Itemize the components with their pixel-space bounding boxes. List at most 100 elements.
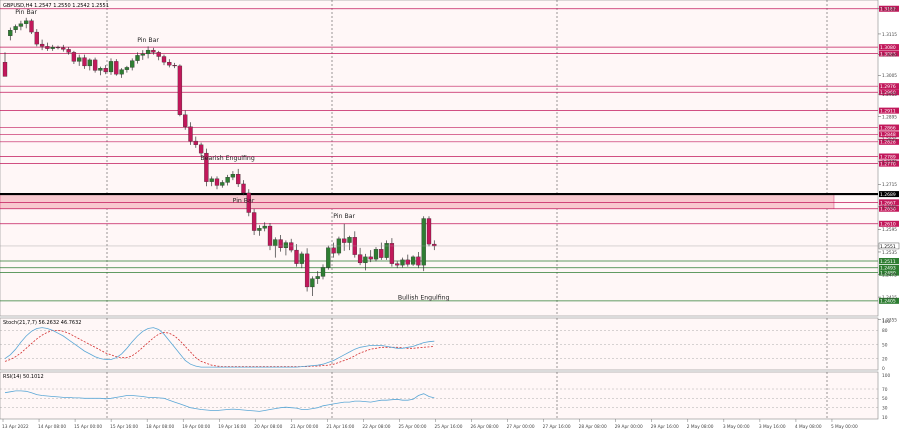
level-price-tag <box>879 160 899 167</box>
indicator-tick-label: 100 <box>882 373 890 379</box>
pattern-annotation: Pin Bar <box>333 213 355 220</box>
level-price-label: 1.2960 <box>880 90 896 96</box>
level-price-label: 1.2770 <box>880 162 896 168</box>
bullish-candle <box>230 174 236 178</box>
bearish-candle <box>389 243 395 264</box>
level-price-label: 1.2689 <box>880 192 896 198</box>
time-tick-label: 19 Apr 16:00 <box>218 424 246 430</box>
level-price-label: 1.2911 <box>880 109 896 115</box>
bearish-candle <box>167 61 172 66</box>
time-tick-label: 29 Apr 16:00 <box>651 424 679 430</box>
current-price-label: 1.2551 <box>880 244 896 250</box>
bullish-candle <box>8 30 13 36</box>
level-price-tag <box>879 205 899 212</box>
price-tick-label: 1.3182 <box>882 7 897 13</box>
bearish-candle <box>66 49 71 53</box>
level-price-label: 1.2848 <box>880 132 896 138</box>
bullish-candle <box>257 228 262 231</box>
bullish-candle <box>347 237 352 243</box>
bearish-candle <box>405 259 410 265</box>
level-price-label: 1.3080 <box>880 45 896 51</box>
bearish-candle <box>204 152 209 182</box>
bearish-candle <box>246 192 251 213</box>
level-price-tag <box>879 257 899 264</box>
price-tick-label: 1.2655 <box>882 205 897 211</box>
indicator-tick-label: 50 <box>882 342 888 348</box>
level-price-tag <box>879 89 899 96</box>
bearish-candle <box>82 57 87 67</box>
bearish-candle <box>188 126 193 142</box>
bearish-candle <box>236 174 241 185</box>
level-price-tag <box>879 153 899 160</box>
price-tick-label: 1.2895 <box>882 114 897 120</box>
time-tick-label: 5 May 00:00 <box>831 424 858 430</box>
pattern-annotation: Pin Bar <box>15 9 37 16</box>
price-tick-label: 1.3060 <box>882 52 897 58</box>
level-price-tag <box>879 131 899 138</box>
pattern-annotation: Pin Bar <box>137 37 159 44</box>
level-price-label: 1.3182 <box>880 7 896 13</box>
bullish-candle <box>363 256 368 264</box>
bearish-candle <box>357 254 363 264</box>
level-price-tag <box>879 44 899 51</box>
bullish-candle <box>310 278 315 288</box>
bearish-candle <box>29 20 34 33</box>
indicator-tick-label: 20 <box>882 356 888 362</box>
bearish-candle <box>426 218 432 245</box>
time-tick-label: 27 Apr 00:00 <box>507 424 535 430</box>
bullish-candle <box>119 69 124 75</box>
level-price-tag <box>879 297 899 304</box>
level-price-tag <box>879 191 899 198</box>
bearish-candle <box>395 263 400 266</box>
bearish-candle <box>151 49 156 53</box>
bullish-candle <box>384 243 389 258</box>
bullish-candle <box>400 259 405 266</box>
level-price-tag <box>879 220 899 227</box>
bearish-candle <box>39 43 45 47</box>
level-price-label: 1.2828 <box>880 140 896 146</box>
bearish-candle <box>114 61 119 75</box>
time-tick-label: 3 May 00:00 <box>723 424 750 430</box>
indicator-tick-label: 30 <box>882 405 888 411</box>
price-tick-label: 1.2475 <box>882 272 897 278</box>
time-tick-label: 26 Apr 08:00 <box>471 424 499 430</box>
price-tick-label: 1.2775 <box>882 160 897 166</box>
pattern-annotation: Bullish Engulfing <box>398 295 450 302</box>
bullish-candle <box>124 67 130 70</box>
bullish-candle <box>108 61 114 73</box>
time-tick-label: 18 Apr 08:00 <box>146 424 174 430</box>
bearish-candle <box>183 114 188 127</box>
price-tick-label: 1.3115 <box>882 32 897 38</box>
bearish-candle <box>278 239 283 248</box>
bearish-candle <box>331 247 336 254</box>
bearish-candle <box>156 52 161 57</box>
bearish-candle <box>177 65 183 115</box>
level-price-label: 1.2667 <box>880 200 896 206</box>
bearish-candle <box>368 256 373 260</box>
bearish-candle <box>55 46 61 49</box>
bearish-candle <box>2 61 8 77</box>
bullish-candle <box>373 249 379 260</box>
price-tick-label: 1.2535 <box>882 250 897 256</box>
bearish-candle <box>61 47 66 50</box>
rsi-header: RSI(14) 50.1012 <box>3 374 44 380</box>
time-tick-label: 15 Apr 16:00 <box>110 424 138 430</box>
bearish-candle <box>267 225 273 246</box>
level-price-label: 1.2493 <box>880 266 896 272</box>
price-tick-label: 1.3005 <box>882 73 897 79</box>
price-tick-label: 1.2355 <box>882 317 897 323</box>
bearish-candle <box>193 140 198 145</box>
pattern-annotation: Pin Bar <box>233 198 255 205</box>
indicator-tick-label: 80 <box>882 328 888 334</box>
bearish-candle <box>241 183 246 194</box>
level-price-label: 1.2405 <box>880 299 896 305</box>
rsi-line <box>4 390 435 412</box>
bullish-candle <box>87 59 92 67</box>
bullish-candle <box>130 60 135 68</box>
time-tick-label: 13 Apr 2022 <box>2 424 29 430</box>
bullish-candle <box>320 267 326 277</box>
resistance-zone <box>0 193 835 209</box>
stoch-signal-line <box>4 329 435 368</box>
bearish-candle <box>379 249 384 258</box>
